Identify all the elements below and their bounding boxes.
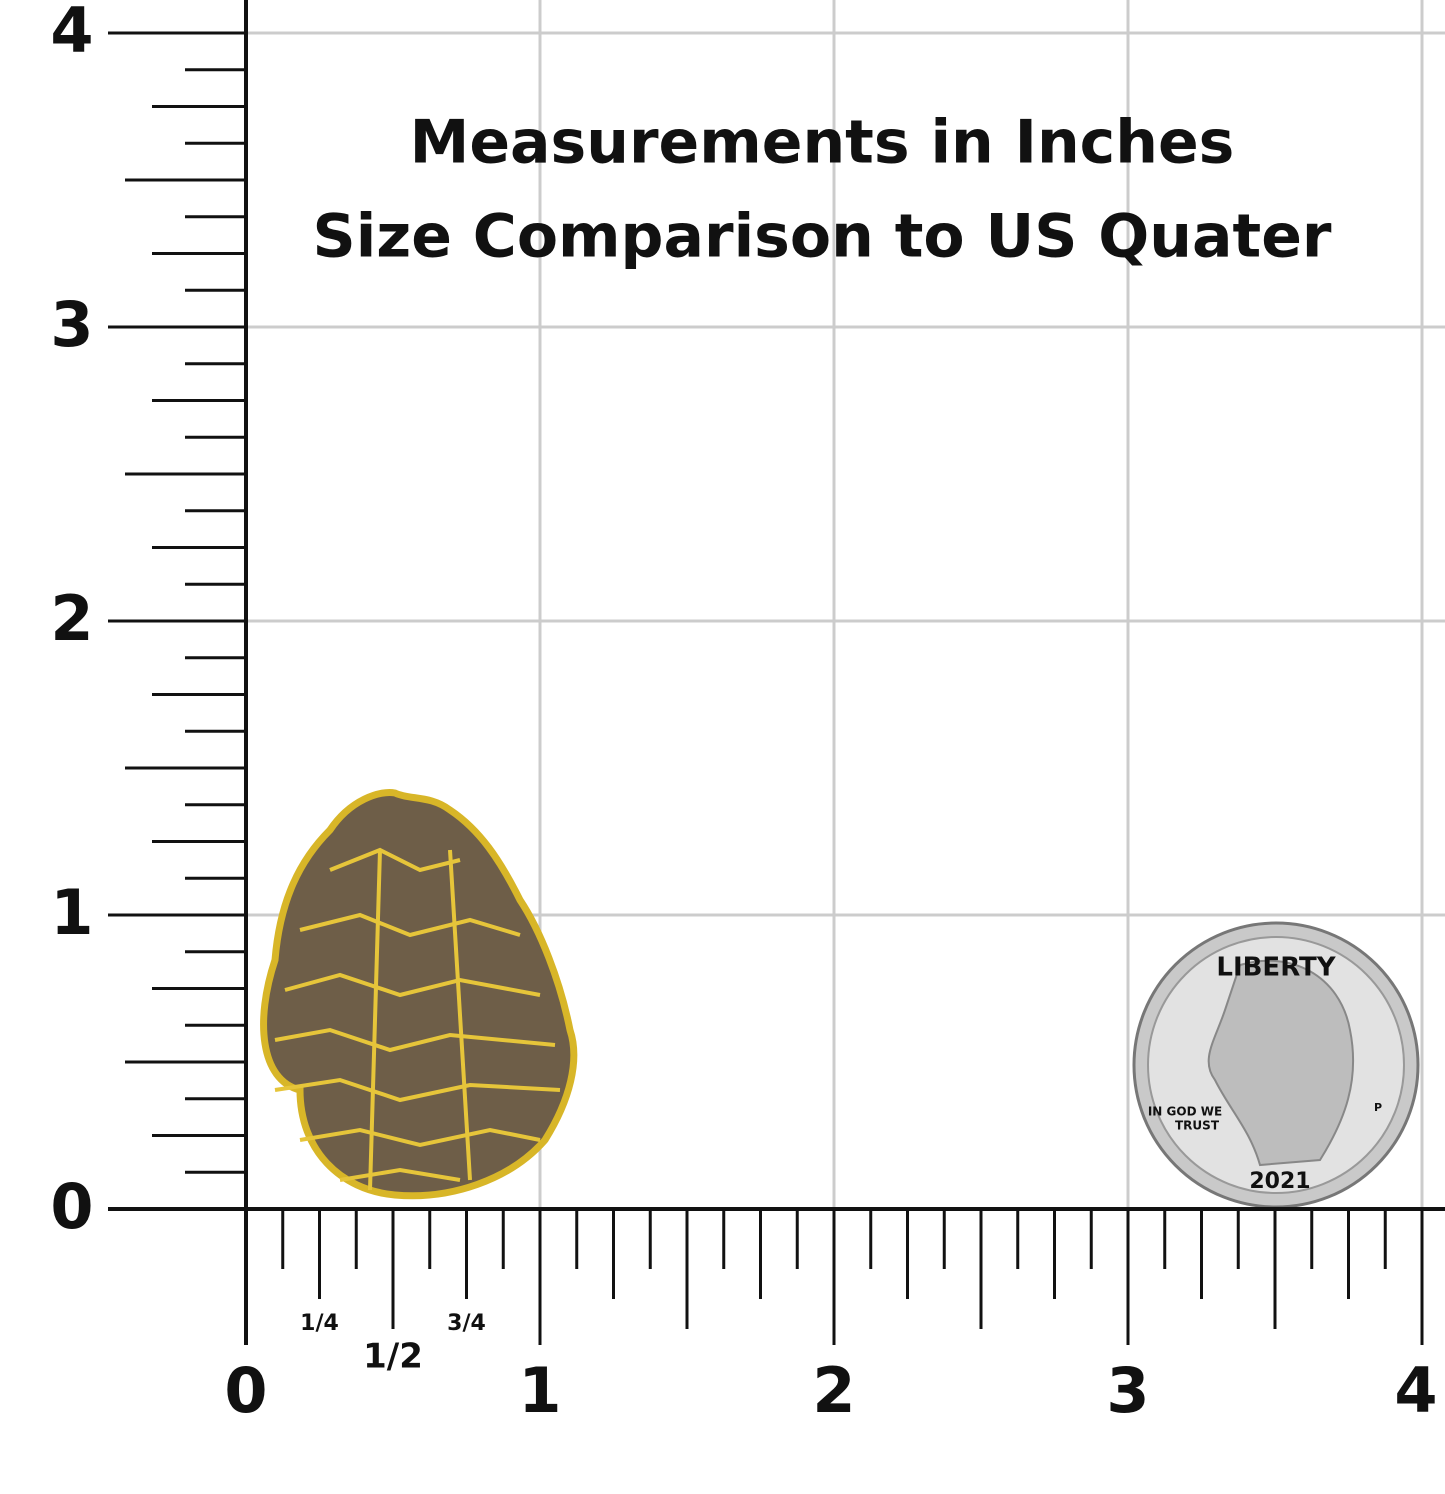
coin-portrait [1207, 959, 1355, 1167]
coin-text: 2021 [1249, 1169, 1310, 1194]
x-label: 3 [1106, 1354, 1149, 1427]
fraction-label: 1/2 [363, 1337, 423, 1377]
x-label: 1 [518, 1354, 561, 1427]
y-label: 3 [50, 288, 93, 361]
x-label: 4 [1394, 1354, 1437, 1427]
pinecone-body [260, 789, 578, 1200]
rulers: 0 1 2 3 4 0 1 2 3 4 1/4 1/2 3/4 [50, 0, 1445, 1427]
fraction-label: 3/4 [447, 1311, 486, 1336]
pinecone-scales [274, 847, 561, 1191]
fraction-label: 1/4 [300, 1311, 339, 1336]
y-label: 1 [50, 876, 93, 949]
coin-text: LIBERTY [1216, 953, 1336, 983]
pinecone [260, 789, 578, 1200]
quarter-coin: LIBERTY IN GOD WE TRUST 2021 P [1132, 921, 1420, 1209]
x-label: 2 [812, 1354, 855, 1427]
y-label: 4 [50, 0, 93, 67]
y-label: 0 [50, 1170, 93, 1243]
coin-text: TRUST [1175, 1119, 1220, 1133]
coin-text: IN GOD WE [1148, 1105, 1222, 1119]
title-line: Measurements in Inches [410, 108, 1235, 178]
coin-text: P [1374, 1101, 1382, 1114]
x-label: 0 [224, 1354, 267, 1427]
y-label: 2 [50, 582, 93, 655]
title-line: Size Comparison to US Quater [313, 202, 1332, 272]
